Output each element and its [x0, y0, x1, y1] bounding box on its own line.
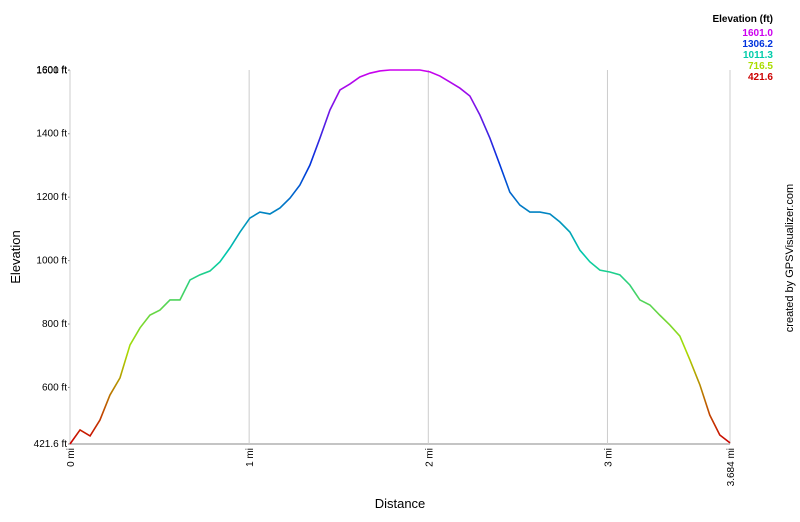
legend-entry: 421.6 [748, 72, 773, 83]
y-tick-label: 1600 ft [36, 65, 67, 76]
y-tick-label: 421.6 ft [34, 439, 68, 450]
x-tick-label: 0 mi [66, 448, 77, 467]
x-axis-title: Distance [375, 496, 426, 511]
y-axis-title: Elevation [8, 230, 23, 283]
y-tick-label: 1601 ft [36, 65, 67, 76]
legend-title: Elevation (ft) [712, 14, 773, 25]
y-tick-label: 1200 ft [36, 192, 67, 203]
x-tick-label: 3.684 mi [726, 448, 737, 486]
x-tick-label: 3 mi [603, 448, 614, 467]
elevation-line [69, 69, 731, 445]
legend-entry: 1011.3 [743, 50, 773, 61]
y-tick-label: 1000 ft [36, 256, 67, 267]
x-tick-label: 2 mi [424, 448, 435, 467]
legend-entry: 716.5 [748, 61, 773, 72]
legend-entry: 1601.0 [742, 28, 773, 39]
credit: created by GPSVisualizer.com [784, 184, 796, 332]
y-tick-label: 600 ft [42, 382, 67, 393]
y-tick-label: 800 ft [42, 319, 67, 330]
x-tick-label: 1 mi [245, 448, 256, 467]
y-tick-label: 1400 ft [36, 129, 67, 140]
legend-entry: 1306.2 [742, 39, 773, 50]
